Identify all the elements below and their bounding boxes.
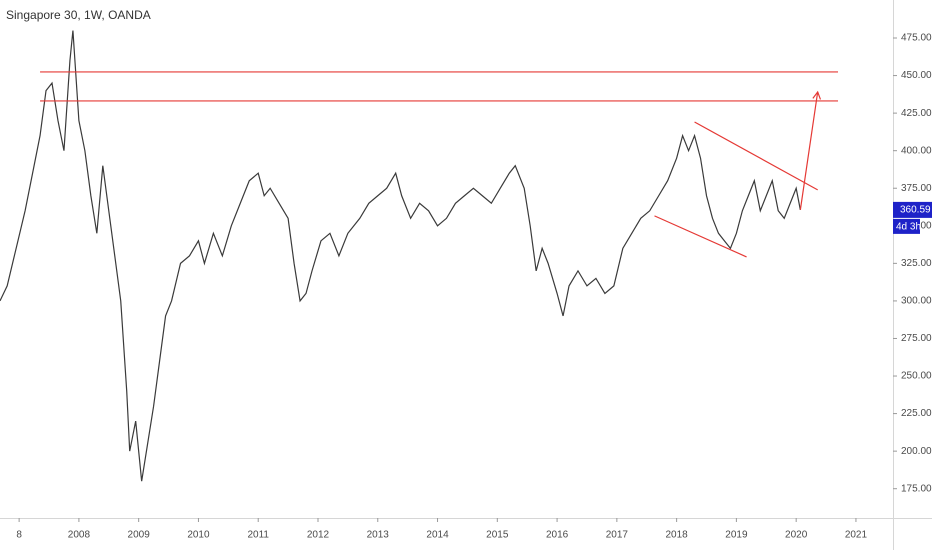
chart-title: Singapore 30, 1W, OANDA [6,8,151,22]
x-tick-label: 2012 [307,530,330,541]
x-tick-label: 2018 [665,530,688,541]
trend-line [654,215,747,258]
y-tick-label: 450.00 [901,70,932,81]
arrow [799,91,819,210]
arrow-head [812,90,822,100]
y-tick-label: 375.00 [901,183,932,194]
x-tick-label: 2010 [187,530,210,541]
x-tick-label: 2014 [426,530,449,541]
y-tick-label: 275.00 [901,333,932,344]
x-tick-label: 2016 [546,530,569,541]
x-tick-label: 2021 [845,530,868,541]
y-tick-label: 250.00 [901,371,932,382]
x-tick-label: 2017 [606,530,629,541]
price-line [0,30,801,482]
y-tick-label: 225.00 [901,408,932,419]
y-tick-label: 425.00 [901,108,932,119]
trend-line [694,121,818,191]
x-tick-label: 2013 [367,530,390,541]
countdown-label: 4d 3h [896,222,921,233]
y-tick-label: 475.00 [901,33,932,44]
y-tick-label: 325.00 [901,258,932,269]
countdown-badge [893,218,920,234]
x-tick-label: 2008 [68,530,91,541]
x-tick-label: 2015 [486,530,509,541]
price-badge [893,201,932,218]
x-tick-label: 8 [16,530,22,541]
y-tick-label: 175.00 [901,483,932,494]
y-tick-label: 400.00 [901,145,932,156]
x-tick-label: 2011 [247,530,269,541]
x-tick-label: 2020 [785,530,808,541]
y-tick-label: 200.00 [901,446,932,457]
price-badge-label: 360.59 [900,205,931,216]
x-tick-label: 2019 [725,530,748,541]
y-tick-label: 300.00 [901,296,932,307]
x-tick-label: 2009 [128,530,151,541]
